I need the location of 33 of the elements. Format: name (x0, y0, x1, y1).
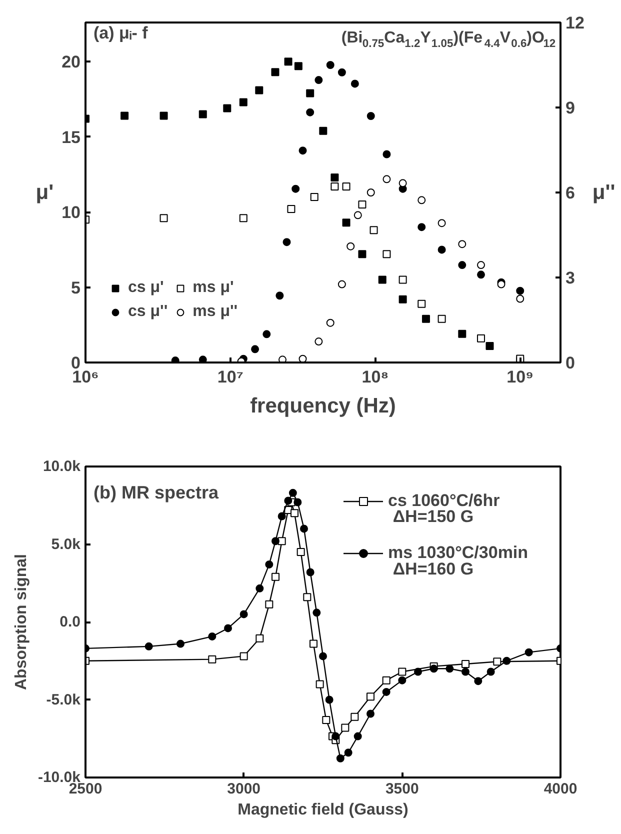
legend-label: ms μ'' (192, 303, 238, 321)
chart-title: (a) μᵢ- f (94, 24, 148, 42)
y2-tick-label: 12 (566, 14, 584, 32)
y-tick-label: 20 (62, 52, 81, 72)
y-tick-label: -5.0k (46, 691, 82, 708)
x-tick-label: 3000 (227, 780, 261, 798)
y2-tick-label: 0 (566, 354, 575, 372)
y-tick-label: 10 (62, 203, 81, 222)
y2-tick-label: 3 (566, 268, 575, 288)
annotation: ΔH=160 G (392, 560, 474, 579)
legend-label: cs μ' (128, 279, 164, 297)
y-axis-title: Absorption signal (12, 554, 30, 690)
y-tick-label: 10.0k (42, 458, 82, 475)
text: (b) MR spectra (94, 482, 220, 502)
x-tick-label: 10⁷ (217, 368, 244, 386)
x-axis-title: frequency (Hz) (250, 394, 396, 418)
y-axis-title: μ' (36, 181, 54, 204)
y-tick-label: 5.0k (51, 536, 82, 553)
y2-axis-title: μ'' (592, 181, 616, 204)
y2-tick-label: 9 (566, 98, 575, 118)
x-tick-label: 10⁸ (362, 368, 389, 386)
y2-tick-label: 6 (566, 184, 575, 202)
x-tick-label: 3500 (385, 780, 419, 798)
x-axis-title: Magnetic field (Gauss) (238, 802, 408, 818)
legend-label: ms 1030°C/30min (388, 543, 528, 562)
y-tick-label: 0.0 (60, 614, 81, 630)
legend-label: cs μ'' (128, 303, 168, 321)
y-tick-label: 5 (71, 278, 81, 298)
x-tick-label: 10⁶ (72, 368, 99, 386)
y-tick-label: 15 (62, 128, 81, 147)
x-tick-label: 4000 (544, 780, 578, 798)
legend-label: ms μ' (192, 279, 234, 297)
x-tick-label: 10⁹ (506, 368, 534, 386)
